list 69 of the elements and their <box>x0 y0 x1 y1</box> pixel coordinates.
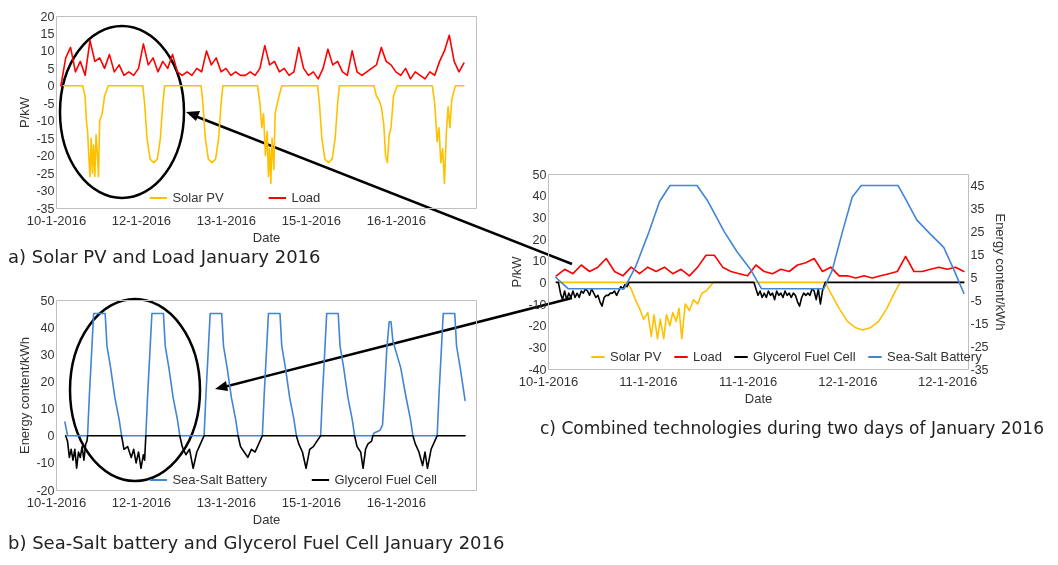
y2-tick-label: 5 <box>970 270 978 285</box>
y-tick-label: -10 <box>36 114 55 129</box>
line-series <box>62 85 465 185</box>
y2-axis-title: Energy content/kWh <box>992 213 1008 331</box>
legend-label: Glycerol Fuel Cell <box>334 472 438 487</box>
y-tick-label: 40 <box>532 189 547 204</box>
y-tick-label: 40 <box>40 320 55 335</box>
x-tick-label: 15-1-2016 <box>281 212 342 228</box>
text: a) Solar PV and Load January 2016 <box>8 246 321 267</box>
y2-tick-label: -25 <box>970 339 989 354</box>
y-tick-label: -5 <box>43 96 55 111</box>
y2-tick-label: -5 <box>970 293 982 308</box>
x-tick-label: 12-1-2016 <box>111 494 172 510</box>
x-tick-label: 13-1-2016 <box>196 212 257 228</box>
legend-label: Load <box>291 190 321 205</box>
x-axis-title: Date <box>252 511 281 527</box>
legend-label: Solar PV <box>610 349 662 364</box>
legend-label: Glycerol Fuel Cell <box>753 349 856 364</box>
x-tick-label: 15-1-2016 <box>281 494 342 510</box>
y-tick-label: 10 <box>40 44 55 59</box>
x-tick-label: 16-1-2016 <box>366 494 427 510</box>
x-tick-label: 11-1-2016 <box>718 373 778 389</box>
y-tick-label: -15 <box>36 131 55 146</box>
y2-tick-label: 45 <box>970 178 985 193</box>
legend-label: Solar PV <box>172 190 225 205</box>
line-series <box>555 281 965 307</box>
y2-tick-label: 15 <box>970 247 985 262</box>
y-axis-title: P/kW <box>509 255 525 288</box>
legend-label: Load <box>693 349 722 364</box>
line-series <box>60 34 465 87</box>
y-tick-label: 20 <box>40 9 55 24</box>
y-tick-label: 30 <box>40 347 55 362</box>
y-tick-label: 15 <box>40 26 55 41</box>
text: b) Sea-Salt battery and Glycerol Fuel Cell January 2016 <box>8 532 505 553</box>
x-tick-label: 11-1-2016 <box>619 373 678 389</box>
text: c) Combined technologies during two days of January 2016 <box>540 418 1044 438</box>
line-series <box>555 254 965 279</box>
y-tick-label: -20 <box>36 149 55 164</box>
y-tick-label: 30 <box>532 210 547 225</box>
line-series <box>554 184 965 295</box>
y-tick-label: 0 <box>539 275 547 290</box>
y2-tick-label: 35 <box>970 201 985 216</box>
y2-tick-label: 25 <box>970 224 985 239</box>
legend-label: Sea-Salt Battery <box>172 472 268 487</box>
y-tick-label: -25 <box>36 166 55 181</box>
y-axis-title: Energy content/kWh <box>17 336 33 455</box>
y-tick-label: 5 <box>47 61 55 76</box>
y-tick-label: 50 <box>532 167 547 182</box>
y-tick-label: 20 <box>532 232 547 247</box>
x-tick-label: 16-1-2016 <box>366 212 427 228</box>
y-tick-label: 10 <box>40 402 55 417</box>
x-tick-label: 12-1-2016 <box>818 373 878 389</box>
y-tick-label: 0 <box>47 79 55 94</box>
x-axis-title: Date <box>744 390 773 406</box>
y-tick-label: 10 <box>532 254 547 269</box>
line-series <box>64 312 466 437</box>
y-tick-label: -20 <box>528 319 547 334</box>
line-series <box>64 434 466 470</box>
y-tick-label: 20 <box>40 374 55 389</box>
y-tick-label: -30 <box>528 340 547 355</box>
y-axis-title: P/kW <box>17 96 33 129</box>
y-tick-label: 0 <box>47 429 55 444</box>
x-axis-title: Date <box>252 229 281 245</box>
y-tick-label: -30 <box>36 184 55 199</box>
y-tick-label: 50 <box>40 293 55 308</box>
y-tick-label: -10 <box>36 456 55 471</box>
x-tick-label: 13-1-2016 <box>196 494 257 510</box>
y2-tick-label: -15 <box>970 316 989 331</box>
x-tick-label: 12-1-2016 <box>111 212 172 228</box>
